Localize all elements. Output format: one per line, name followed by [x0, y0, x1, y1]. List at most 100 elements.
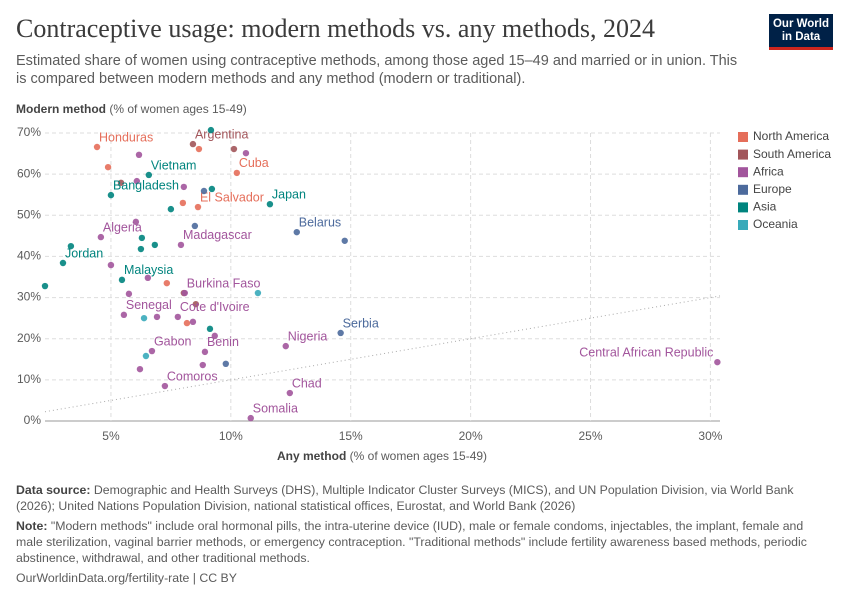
legend-label: Asia: [753, 200, 777, 214]
point-label: Honduras: [99, 130, 153, 144]
point-label: Gabon: [154, 334, 192, 348]
point-label: Central African Republic: [579, 345, 713, 359]
point: [211, 332, 218, 340]
y-label: Modern method: [16, 102, 106, 116]
point: [137, 245, 145, 253]
point-label: Algeria: [103, 220, 142, 234]
y-tick-label: 50%: [17, 207, 41, 221]
point-label: Vietnam: [151, 158, 197, 172]
point-label: Serbia: [343, 316, 379, 330]
source-text: Demographic and Health Surveys (DHS), Mu…: [16, 483, 794, 513]
point: [104, 163, 112, 171]
legend-label: Africa: [753, 164, 784, 178]
y-tick-label: 0%: [24, 413, 42, 427]
y-axis-label: Modern method (% of women ages 15-49): [16, 102, 247, 116]
y-tick-label: 60%: [17, 166, 41, 180]
point: [41, 282, 49, 290]
point: [222, 360, 229, 368]
point: [145, 171, 153, 179]
point: [148, 347, 156, 355]
subtitle: Estimated share of women using contracep…: [16, 53, 738, 87]
point: [199, 361, 206, 369]
point: [97, 233, 105, 241]
y-tick-label: 30%: [17, 290, 41, 304]
point: [194, 203, 202, 211]
point: [254, 289, 262, 297]
legend-swatch: [738, 167, 748, 178]
point: [207, 126, 215, 134]
url[interactable]: OurWorldinData.org/fertility-rate | CC B…: [16, 571, 237, 585]
point: [208, 185, 216, 193]
point: [161, 382, 169, 390]
point: [341, 237, 348, 244]
x-tick-label: 25%: [578, 429, 602, 443]
point: [180, 183, 188, 191]
x-label-unit: (% of women ages 15-49): [350, 449, 487, 463]
point: [286, 389, 294, 397]
point: [174, 313, 182, 321]
point: [200, 187, 208, 195]
point: [151, 241, 159, 249]
point-label: Benin: [207, 335, 239, 349]
point: [125, 290, 133, 298]
point-label: Madagascar: [183, 228, 252, 242]
x-label: Any method: [277, 449, 346, 463]
point-label: Cote d'Ivoire: [180, 300, 250, 314]
legend-swatch: [738, 184, 748, 195]
point: [233, 169, 241, 177]
point: [163, 279, 171, 287]
point: [136, 365, 144, 373]
footer: Data source: Demographic and Health Surv…: [16, 482, 831, 590]
point-label: Comoros: [167, 369, 218, 383]
legend-swatch: [738, 132, 748, 142]
point: [247, 414, 254, 422]
point: [191, 222, 199, 230]
point: [138, 234, 146, 242]
point: [242, 149, 250, 157]
point: [177, 241, 185, 249]
point: [183, 319, 191, 327]
logo[interactable]: Our World in Data: [769, 14, 833, 50]
point: [192, 300, 200, 308]
point-label: Senegal: [126, 298, 172, 312]
y-tick-label: 70%: [17, 125, 41, 139]
point-label: Malaysia: [124, 263, 173, 277]
point: [107, 261, 115, 269]
x-tick-label: 5%: [102, 429, 120, 443]
point: [118, 276, 126, 284]
point: [195, 145, 203, 153]
point-label: Argentina: [195, 127, 249, 141]
y-tick-label: 40%: [17, 249, 41, 263]
point: [59, 259, 67, 267]
note-key: Note:: [16, 519, 48, 533]
point-label: Nigeria: [288, 329, 328, 343]
title: Contraceptive usage: modern methods vs. …: [16, 14, 656, 43]
point-label: Somalia: [253, 401, 298, 415]
legend-label: South America: [753, 147, 831, 161]
point: [206, 325, 214, 333]
y-tick-label: 20%: [17, 331, 41, 345]
point: [153, 313, 161, 321]
y-tick-label: 10%: [17, 372, 41, 386]
legend-label: North America: [753, 129, 829, 143]
point-label: Burkina Faso: [187, 276, 261, 290]
note: Note: "Modern methods" include oral horm…: [16, 518, 831, 566]
point-label: El Salvador: [200, 190, 264, 204]
point: [117, 179, 125, 186]
x-tick-label: 20%: [459, 429, 483, 443]
point: [93, 143, 101, 151]
x-tick-label: 10%: [219, 429, 243, 443]
point: [140, 314, 148, 322]
point: [133, 177, 141, 185]
point-label: Japan: [272, 187, 306, 201]
point: [179, 199, 187, 207]
legend-label: Oceania: [753, 217, 798, 231]
point-label: Bangladesh: [113, 178, 179, 192]
point: [293, 228, 300, 236]
source-key: Data source:: [16, 483, 91, 497]
point-label: Cuba: [239, 156, 269, 170]
legend-swatch: [738, 202, 748, 213]
point: [132, 218, 140, 226]
point-label: Jordan: [65, 246, 103, 260]
